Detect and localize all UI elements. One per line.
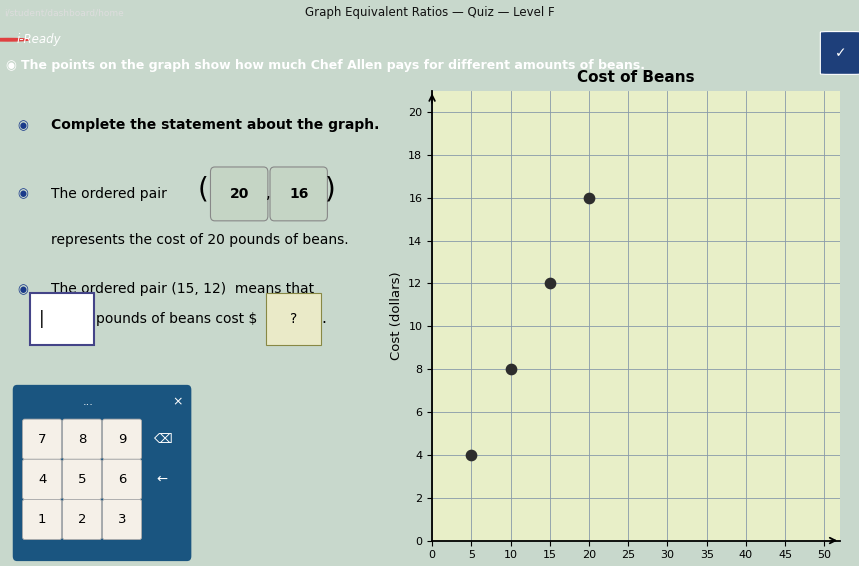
Text: The points on the graph show how much Chef Allen pays for different amounts of b: The points on the graph show how much Ch… [21,59,645,72]
Text: ?: ? [289,312,297,326]
FancyBboxPatch shape [102,499,142,539]
FancyBboxPatch shape [102,459,142,499]
Text: 20: 20 [229,187,249,201]
Text: 6: 6 [118,473,126,486]
Point [582,193,596,202]
Text: .: . [321,311,326,326]
Title: Cost of Beans: Cost of Beans [577,70,695,85]
FancyBboxPatch shape [265,293,321,345]
Text: 1: 1 [38,513,46,526]
Text: The ordered pair (15, 12)  means that: The ordered pair (15, 12) means that [51,282,314,297]
FancyBboxPatch shape [22,499,62,539]
FancyBboxPatch shape [63,459,101,499]
Text: 2: 2 [78,513,86,526]
FancyBboxPatch shape [820,32,859,74]
FancyBboxPatch shape [102,419,142,459]
FancyBboxPatch shape [63,419,101,459]
Text: represents the cost of 20 pounds of beans.: represents the cost of 20 pounds of bean… [51,233,349,247]
Text: (: ( [198,175,209,203]
Text: Graph Equivalent Ratios — Quiz — Level F: Graph Equivalent Ratios — Quiz — Level F [305,6,554,19]
Point [503,365,517,374]
Point [543,279,557,288]
FancyBboxPatch shape [22,419,62,459]
Text: 4: 4 [38,473,46,486]
Text: ✓: ✓ [835,46,847,61]
FancyBboxPatch shape [13,385,192,561]
FancyBboxPatch shape [22,459,62,499]
Text: The ordered pair: The ordered pair [51,187,167,201]
FancyBboxPatch shape [143,459,181,499]
Text: 7: 7 [38,432,46,445]
Text: 3: 3 [118,513,126,526]
Text: pounds of beans cost $: pounds of beans cost $ [95,312,257,326]
Text: ◉: ◉ [17,187,27,200]
FancyBboxPatch shape [143,499,181,539]
Text: |: | [40,310,45,328]
FancyBboxPatch shape [63,499,101,539]
Text: i/student/dashboard/home: i/student/dashboard/home [4,8,124,17]
Text: ): ) [326,175,336,203]
FancyBboxPatch shape [270,167,327,221]
Text: ◉: ◉ [5,59,16,72]
Text: 8: 8 [78,432,86,445]
Text: ⌫: ⌫ [153,432,172,445]
Point [465,451,478,460]
Text: ◉: ◉ [17,119,27,132]
Text: ...: ... [83,397,94,407]
Text: ◉: ◉ [17,283,27,296]
Text: 5: 5 [78,473,86,486]
Text: Complete the statement about the graph.: Complete the statement about the graph. [51,118,380,132]
FancyBboxPatch shape [210,167,268,221]
Text: 16: 16 [289,187,308,201]
Y-axis label: Cost (dollars): Cost (dollars) [390,271,403,360]
Text: ,: , [265,186,271,201]
Text: ×: × [173,396,183,409]
Circle shape [0,38,29,41]
Text: ←: ← [156,473,168,486]
FancyBboxPatch shape [143,419,181,459]
FancyBboxPatch shape [30,293,94,345]
Text: 9: 9 [118,432,126,445]
Text: i-Ready: i-Ready [16,33,61,46]
